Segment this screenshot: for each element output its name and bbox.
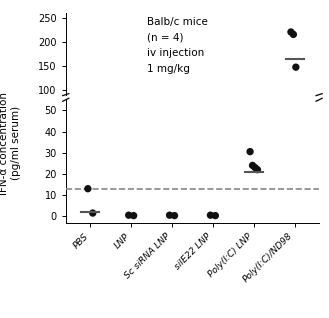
Point: [252, 124, 258, 129]
Text: Balb/c mice
(n = 4)
iv injection
1 mg/kg: Balb/c mice (n = 4) iv injection 1 mg/kg: [147, 17, 208, 73]
Point: [90, 135, 95, 140]
Point: [208, 213, 213, 218]
Point: [293, 65, 298, 70]
Point: [172, 213, 177, 218]
Point: [213, 135, 218, 140]
Point: [90, 211, 95, 216]
Point: [247, 149, 253, 154]
Point: [291, 32, 296, 37]
Point: [288, 30, 293, 35]
Point: [172, 135, 177, 140]
Point: [252, 165, 258, 170]
Point: [126, 213, 131, 218]
Point: [131, 135, 136, 140]
Point: [167, 213, 172, 218]
Point: [247, 121, 253, 126]
Point: [296, 91, 301, 96]
Point: [167, 135, 172, 140]
Point: [255, 167, 260, 172]
Point: [85, 129, 90, 134]
Point: [255, 125, 260, 130]
Point: [250, 124, 255, 129]
Point: [85, 186, 90, 191]
Point: [126, 135, 131, 140]
Text: IFN-α concentration
(pg/ml serum): IFN-α concentration (pg/ml serum): [0, 92, 21, 195]
Point: [131, 213, 136, 218]
Point: [296, 107, 301, 113]
Point: [250, 163, 255, 168]
Point: [208, 135, 213, 140]
Point: [213, 213, 218, 218]
